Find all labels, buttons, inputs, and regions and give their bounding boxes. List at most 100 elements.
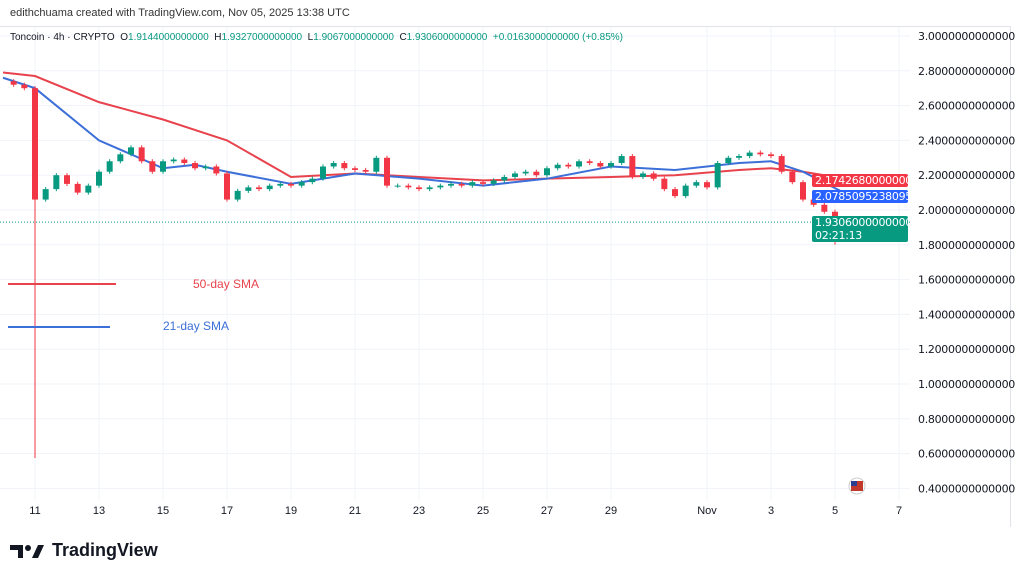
- candle-body: [213, 166, 220, 174]
- candle-body: [256, 187, 262, 190]
- candle-body: [74, 183, 81, 193]
- candle-body: [394, 185, 401, 187]
- us-flag-canton: [851, 481, 857, 486]
- candle-body: [650, 173, 657, 179]
- candle-body: [117, 154, 124, 162]
- candle-body: [736, 156, 742, 158]
- candle-body: [426, 187, 433, 190]
- candle-body: [192, 163, 198, 169]
- candle-body: [501, 176, 508, 181]
- candle-body: [757, 152, 764, 155]
- y-tick-label: 1.4000000000000: [918, 308, 1015, 321]
- bar-countdown: 02:21:13: [815, 229, 863, 242]
- candle-body: [533, 171, 540, 176]
- candle-body: [384, 157, 390, 186]
- candle-body: [341, 163, 348, 169]
- candle-body: [469, 182, 476, 186]
- candle-body: [640, 173, 646, 177]
- y-tick-label: 2.2000000000000: [918, 169, 1015, 182]
- candle-body: [266, 185, 273, 190]
- candle-body: [800, 182, 806, 200]
- candle-body: [554, 164, 561, 169]
- candle-body: [416, 187, 422, 190]
- ohlc-legend: Toncoin · 4h · CRYPTO O1.9144000000000 H…: [10, 32, 623, 43]
- y-tick-label: 2.8000000000000: [918, 65, 1015, 78]
- candle-body: [672, 189, 678, 197]
- candle-body: [106, 161, 113, 172]
- candle-body: [682, 185, 689, 197]
- x-tick-label: 19: [285, 505, 297, 517]
- candle-body: [42, 189, 49, 200]
- y-tick-label: 1.6000000000000: [918, 274, 1015, 287]
- tradingview-logo-icon: [10, 544, 44, 558]
- low-value: 1.9067000000000: [313, 32, 394, 43]
- candle-body: [437, 185, 444, 188]
- x-tick-label: 7: [896, 505, 902, 517]
- candle-body: [522, 171, 529, 174]
- x-tick-label: 17: [221, 505, 233, 517]
- candle-body: [597, 163, 604, 167]
- low-label: L: [307, 32, 314, 43]
- candle-body: [288, 183, 294, 186]
- candle-body: [608, 163, 614, 167]
- x-tick-label: 15: [157, 505, 169, 517]
- symbol-label: Toncoin · 4h · CRYPTO: [10, 32, 115, 43]
- candle-body: [565, 164, 572, 167]
- candle-body: [170, 159, 177, 162]
- candle-body: [373, 157, 380, 172]
- x-tick-label: 21: [349, 505, 361, 517]
- x-tick-label: 29: [605, 505, 617, 517]
- candle-body: [448, 183, 454, 186]
- candle-body: [725, 157, 732, 164]
- candle-body: [330, 163, 337, 167]
- candle-body: [202, 166, 209, 169]
- sma21-price-label: 2.0785095238095: [812, 190, 912, 203]
- candle-body: [53, 175, 60, 190]
- y-tick-label: 0.4000000000000: [918, 482, 1015, 495]
- candle-body: [85, 185, 92, 193]
- x-tick-label: 25: [477, 505, 489, 517]
- y-tick-label: 1.8000000000000: [918, 239, 1015, 252]
- sma21-line: [2, 76, 852, 198]
- tradingview-logo[interactable]: TradingView: [10, 540, 158, 561]
- chart-credit: edithchuama created with TradingView.com…: [10, 7, 350, 19]
- last-price-label: 1.9306000000000 02:21:13: [812, 216, 912, 242]
- candle-body: [576, 161, 582, 167]
- candle-body: [224, 173, 230, 200]
- candle-body: [544, 168, 550, 176]
- y-tick-label: 2.4000000000000: [918, 134, 1015, 147]
- candle-body: [693, 182, 700, 186]
- y-tick-label: 1.0000000000000: [918, 378, 1015, 391]
- candle-body: [405, 185, 412, 188]
- candle-body: [298, 182, 305, 186]
- candle-body: [352, 168, 358, 170]
- last-price-value: 1.9306000000000: [815, 216, 912, 229]
- change-value: +0.0163000000000 (+0.85%): [492, 32, 623, 43]
- candle-body: [821, 204, 828, 212]
- sma21-annotation: 21-day SMA: [163, 319, 230, 333]
- candle-body: [160, 161, 166, 172]
- y-tick-label: 0.6000000000000: [918, 448, 1015, 461]
- candle-body: [661, 178, 668, 190]
- candle-body: [309, 178, 316, 183]
- x-tick-label: Nov: [697, 505, 717, 517]
- candle-body: [714, 163, 721, 188]
- y-tick-label: 3.0000000000000: [918, 30, 1015, 43]
- candle-body: [586, 161, 593, 164]
- candle-body: [746, 152, 753, 157]
- y-tick-label: 0.8000000000000: [918, 413, 1015, 426]
- x-tick-label: 13: [93, 505, 105, 517]
- candle-body: [96, 171, 102, 186]
- candle-body: [234, 190, 241, 200]
- candle-body: [704, 182, 710, 188]
- close-label: C: [399, 32, 407, 43]
- candle-body: [32, 88, 38, 200]
- candle-body: [458, 183, 465, 186]
- high-label: H: [214, 32, 222, 43]
- x-tick-label: 3: [768, 505, 774, 517]
- candle-body: [10, 81, 17, 85]
- candle-body: [778, 156, 785, 172]
- sma50-price-label: 2.1742680000000: [812, 174, 912, 187]
- chart-frame: [0, 26, 1011, 527]
